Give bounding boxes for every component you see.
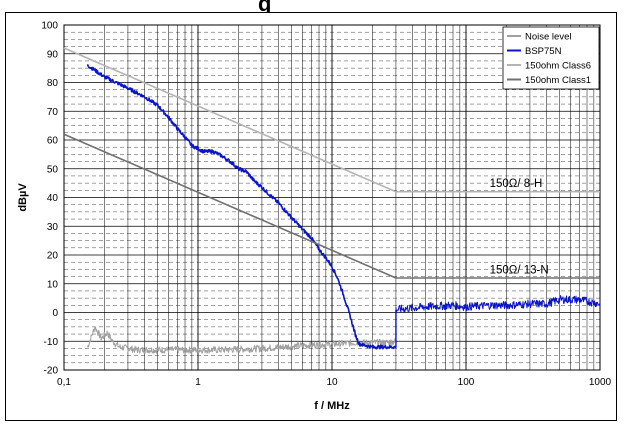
y-tick-label: -20 <box>44 366 59 377</box>
chart-frame: -20 -10 0 10 20 30 40 50 60 70 80 90 100 0,1 1 10 100 100… <box>5 12 617 421</box>
limit-annotation: 150Ω/ 13-N <box>490 264 549 276</box>
series-150ohm-class6 <box>63 47 600 193</box>
y-axis-label: dBµV <box>17 183 29 212</box>
x-tick-label: 1000 <box>589 377 612 388</box>
y-tick-label: -10 <box>44 337 59 348</box>
y-tick-label: 30 <box>47 222 59 233</box>
y-tick-label: 90 <box>47 49 59 60</box>
series-bsp75n <box>86 64 397 350</box>
x-axis-label: f / MHz <box>314 400 350 412</box>
legend-label: Noise level <box>525 32 571 43</box>
series-150ohm-class1 <box>63 133 600 279</box>
y-tick-label: 50 <box>47 164 59 175</box>
chart-svg: -20 -10 0 10 20 30 40 50 60 70 80 90 100 0,1 1 10 100 100… <box>17 21 612 413</box>
y-tick-label: 70 <box>47 107 59 118</box>
legend-label: 150ohm Class1 <box>525 75 591 86</box>
x-tick-label: 100 <box>458 377 475 388</box>
series-bsp75n <box>395 295 601 314</box>
y-tick-label: 10 <box>47 279 59 290</box>
y-tick-label: 80 <box>47 78 59 89</box>
series-noise-level <box>87 326 397 354</box>
plot-border <box>63 24 601 371</box>
legend-label: 150ohm Class6 <box>525 61 591 72</box>
y-tick-label: 0 <box>52 308 58 319</box>
x-tick-label: 1 <box>195 377 201 388</box>
y-tick-label: 60 <box>47 136 59 147</box>
limit-annotation: 150Ω/ 8-H <box>490 178 543 190</box>
y-tick-label: 40 <box>47 193 59 204</box>
x-tick-label: 10 <box>326 377 338 388</box>
y-tick-label: 100 <box>41 21 58 32</box>
legend-label: BSP75N <box>525 46 562 57</box>
y-tick-label: 20 <box>47 251 59 262</box>
x-tick-label: 0,1 <box>57 377 71 388</box>
